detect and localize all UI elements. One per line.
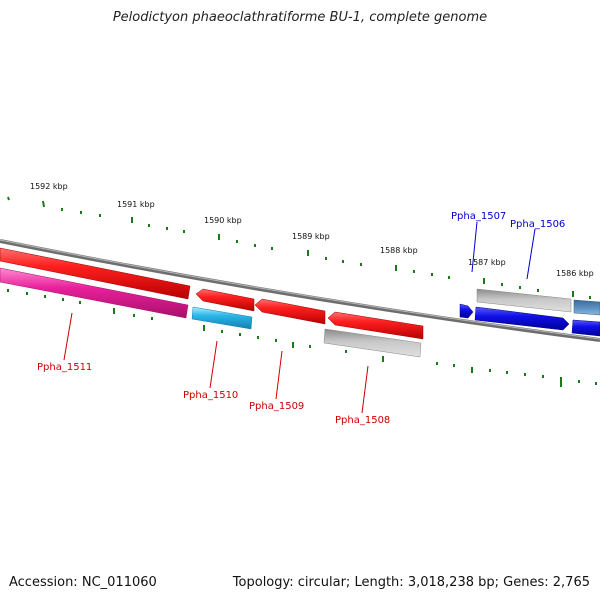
scale-label: 1586 kbp xyxy=(556,269,594,278)
gene-arrow-small-blue[interactable] xyxy=(459,303,474,319)
topology-value: circular xyxy=(297,575,346,590)
gene-arrow-right-edge-blue[interactable] xyxy=(571,319,600,337)
leader-ppha-1508 xyxy=(361,365,369,414)
scale-label: 1590 kbp xyxy=(204,216,242,225)
leader-ppha-1507 xyxy=(471,221,478,273)
gene-labels: Ppha_1511 Ppha_1510 Ppha_1509 Ppha_1508 … xyxy=(37,211,565,426)
gene-label-ppha-1508: Ppha_1508 xyxy=(335,415,390,426)
tick xyxy=(42,200,45,208)
genome-backbone-highlight xyxy=(0,239,600,340)
figure-title: Pelodictyon phaeoclathratiforme BU-1, co… xyxy=(112,10,488,25)
scale-label: 1589 kbp xyxy=(292,232,330,241)
tick xyxy=(7,196,10,201)
gene-arrow-ppha-1509[interactable] xyxy=(254,298,326,325)
outer-scale-ticks xyxy=(7,196,591,299)
scale-labels: 1592 kbp 1591 kbp 1590 kbp 1589 kbp 1588… xyxy=(30,182,594,278)
accession-label: Accession: xyxy=(9,575,78,590)
gene-label-ppha-1511: Ppha_1511 xyxy=(37,362,92,373)
scale-label: 1591 kbp xyxy=(117,200,155,209)
gene-label-ppha-1510: Ppha_1510 xyxy=(183,390,238,401)
length-value: 3,018,238 bp xyxy=(407,575,495,590)
leader-ppha-1509 xyxy=(275,350,283,400)
gene-arrow-ppha-1510[interactable] xyxy=(191,306,253,330)
length-label: Length: xyxy=(354,575,404,590)
gene-arrow-ppha-1508-forward[interactable] xyxy=(327,311,424,340)
genome-backbone xyxy=(0,239,600,342)
accession-value: NC_011060 xyxy=(81,575,157,590)
genome-summary: Topology: circular; Length: 3,018,238 bp… xyxy=(233,575,590,590)
gene-arrow-ppha-1511[interactable] xyxy=(0,267,189,319)
scale-label: 1592 kbp xyxy=(30,182,68,191)
gene-label-ppha-1509: Ppha_1509 xyxy=(249,401,304,412)
inner-scale-ticks xyxy=(7,289,597,387)
topology-label: Topology: xyxy=(232,575,294,590)
gene-label-ppha-1506: Ppha_1506 xyxy=(510,219,565,230)
gene-arrow-unlabeled[interactable] xyxy=(0,247,191,300)
gene-arrow-ppha-1508[interactable] xyxy=(323,328,422,358)
genes-label: Genes: xyxy=(503,575,549,590)
leader-ppha-1511 xyxy=(63,312,73,361)
accession-info: Accession: NC_011060 xyxy=(9,575,157,590)
gene-label-ppha-1507: Ppha_1507 xyxy=(451,211,506,222)
leader-ppha-1510 xyxy=(209,340,218,389)
separator: ; xyxy=(345,575,351,590)
gene-arrow-right-edge[interactable] xyxy=(573,299,600,316)
gene-label-leaders xyxy=(63,221,536,414)
leader-ppha-1506 xyxy=(526,228,536,280)
gene-arrow-ppha-1510-forward[interactable] xyxy=(195,288,255,312)
gene-arrow-ppha-1507[interactable] xyxy=(476,288,572,313)
separator: ; xyxy=(494,575,500,590)
genes-value: 2,765 xyxy=(552,575,590,590)
scale-label: 1588 kbp xyxy=(380,246,418,255)
gene-arrow-ppha-1506[interactable] xyxy=(474,306,570,331)
scale-label: 1587 kbp xyxy=(468,258,506,267)
